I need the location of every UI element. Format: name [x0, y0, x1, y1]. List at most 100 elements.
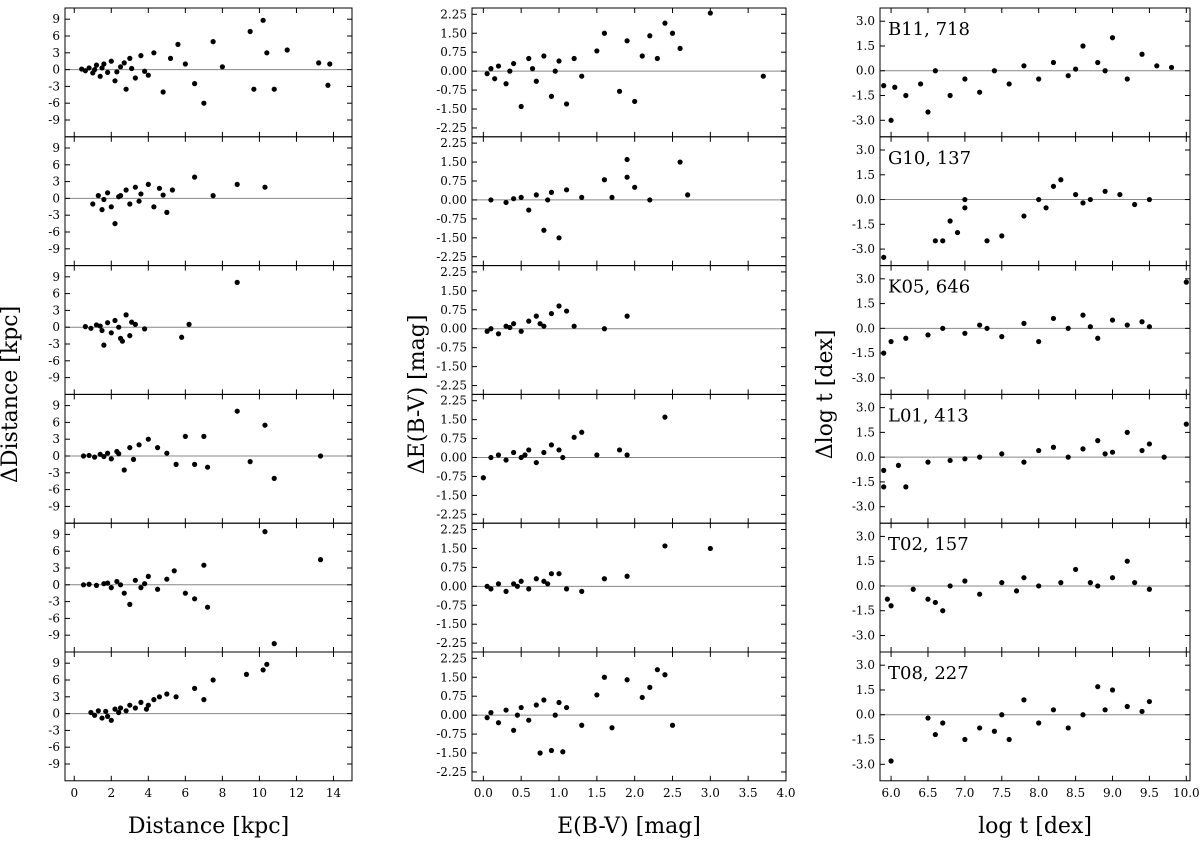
data-point	[156, 694, 163, 700]
data-point	[142, 68, 148, 74]
data-point	[123, 312, 129, 318]
data-point	[624, 677, 630, 683]
data-point	[1036, 196, 1042, 203]
data-point	[1154, 63, 1160, 69]
data-point	[117, 705, 124, 711]
y-tick-label: 3	[52, 175, 60, 189]
data-point	[1065, 725, 1071, 731]
data-point	[86, 452, 92, 459]
y-tick-label: -2.25	[436, 379, 467, 393]
data-point	[317, 453, 324, 459]
data-point	[888, 117, 894, 123]
data-point	[616, 88, 623, 94]
data-point	[560, 749, 566, 755]
data-point	[601, 674, 608, 680]
y-tick-label: 3	[52, 46, 60, 60]
data-point	[127, 201, 133, 207]
x-tick-label: 0.5	[512, 786, 531, 800]
data-point	[88, 325, 94, 331]
data-point	[1080, 200, 1086, 206]
data-point	[1109, 317, 1116, 323]
data-point	[1161, 454, 1167, 460]
data-point	[99, 715, 105, 721]
y-axis-label: ΔE(B-V) [mag]	[405, 315, 430, 475]
y-tick-label: 0.0	[856, 579, 875, 593]
data-point	[156, 185, 163, 191]
data-point	[151, 50, 157, 56]
y-tick-label: -0.75	[436, 212, 467, 226]
data-point	[164, 576, 170, 582]
y-tick-label: 0.75	[440, 432, 467, 446]
y-tick-label: 3.0	[856, 14, 875, 28]
data-point	[563, 586, 570, 592]
data-point	[234, 408, 240, 414]
x-tick-label: 2.5	[663, 786, 682, 800]
data-point	[154, 445, 161, 451]
data-point	[179, 334, 185, 340]
data-point	[103, 708, 109, 714]
data-point	[484, 71, 490, 77]
y-tick-label: -1.50	[436, 746, 467, 760]
data-point	[262, 529, 268, 535]
data-point	[1124, 429, 1130, 435]
data-point	[624, 174, 630, 180]
data-point	[138, 53, 144, 59]
data-point	[624, 573, 630, 579]
data-point	[101, 342, 107, 348]
data-point	[104, 69, 111, 75]
data-point	[80, 582, 87, 588]
data-point	[101, 61, 107, 67]
data-point	[624, 452, 630, 458]
data-point	[92, 454, 98, 460]
y-tick-label: -9	[48, 628, 60, 642]
panel-label: T02, 157	[888, 534, 969, 555]
data-point	[127, 601, 133, 608]
x-tick-label: 0	[70, 786, 78, 800]
data-point	[1095, 335, 1101, 341]
data-point	[129, 65, 135, 72]
data-point	[1050, 707, 1057, 713]
data-point	[138, 191, 144, 197]
data-point	[260, 667, 266, 673]
data-point	[99, 327, 105, 334]
data-point	[484, 583, 490, 589]
x-tick-label: 10.0	[1173, 786, 1200, 800]
y-tick-label: -6	[48, 483, 60, 497]
data-point	[601, 30, 608, 36]
data-point	[127, 333, 133, 339]
data-point	[99, 207, 105, 213]
data-point	[511, 60, 517, 67]
x-axis-label: Distance [kpc]	[128, 814, 289, 839]
data-point	[86, 581, 92, 587]
data-point	[1146, 698, 1153, 705]
data-point	[317, 557, 324, 563]
data-point	[1080, 446, 1086, 452]
y-tick-label: -3	[48, 337, 60, 351]
data-point	[97, 323, 103, 329]
y-tick-label: 0.00	[440, 708, 467, 722]
data-point	[977, 322, 983, 328]
data-point	[932, 238, 938, 244]
data-point	[108, 204, 114, 210]
x-tick-label: 2	[107, 786, 115, 800]
data-point	[201, 100, 207, 106]
data-point	[145, 436, 151, 442]
x-tick-label: 10	[252, 786, 267, 800]
data-point	[545, 581, 551, 587]
data-point	[167, 55, 174, 62]
data-point	[533, 192, 539, 198]
data-point	[560, 454, 566, 461]
x-tick-label: 14	[326, 786, 342, 800]
data-point	[594, 692, 600, 698]
data-point	[571, 323, 577, 329]
data-point	[511, 196, 517, 202]
data-point	[962, 205, 968, 211]
data-point	[1132, 201, 1138, 208]
data-point	[108, 456, 114, 462]
data-point	[511, 449, 517, 456]
data-point	[210, 39, 216, 45]
data-point	[1124, 76, 1130, 82]
data-point	[563, 308, 570, 314]
data-point	[1146, 586, 1153, 592]
panel-frame	[64, 265, 353, 395]
